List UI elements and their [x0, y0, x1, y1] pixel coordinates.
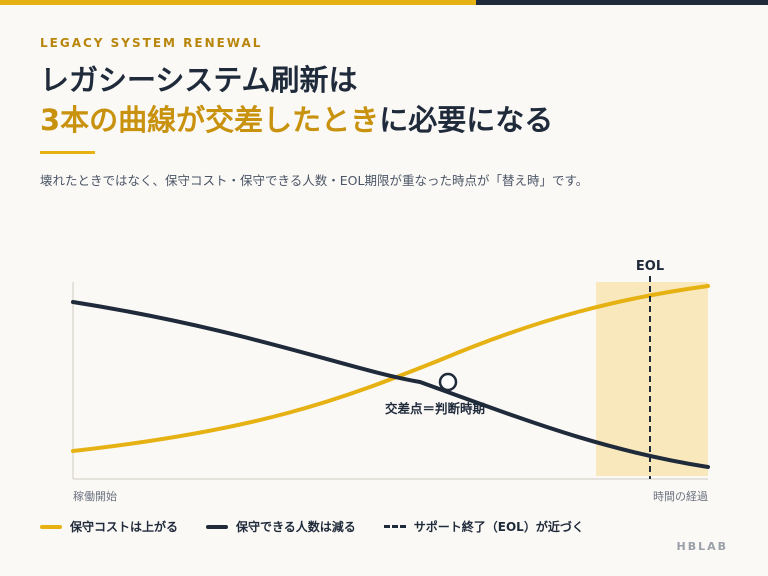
- legend-swatch-cost: [40, 524, 62, 529]
- top-bar-gold: [0, 0, 476, 5]
- legend-label-cost: 保守コストは上がる: [70, 520, 179, 534]
- subtitle: 壊れたときではなく、保守コスト・保守できる人数・EOL期限が重なった時点が「替え…: [40, 173, 589, 188]
- x-start-label: 稼働開始: [73, 489, 117, 503]
- kicker: LEGACY SYSTEM RENEWAL: [40, 36, 263, 50]
- crossing-point-marker: [438, 372, 458, 392]
- legend-swatch-staff: [206, 524, 229, 529]
- x-end-label: 時間の経過: [653, 490, 708, 503]
- eol-band: [596, 282, 708, 476]
- legend-swatch-eol: [383, 525, 406, 528]
- legend-item-cost: 保守コストは上がる: [40, 518, 178, 535]
- maintenance-cost-curve: [71, 284, 710, 453]
- title-highlight: 3本の曲線が交差したとき: [40, 103, 380, 137]
- title-rest: に必要になる: [379, 103, 554, 137]
- brand-logo: HBLAB: [676, 540, 728, 553]
- page-title: レガシーシステム刷新は 3本の曲線が交差したときに必要になる: [40, 60, 553, 140]
- legend-label-eol: サポート終了（EOL）が近づく: [413, 520, 584, 534]
- legend: 保守コストは上がる 保守できる人数は減る サポート終了（EOL）が近づく: [40, 518, 612, 535]
- top-bar-navy: [476, 0, 768, 5]
- eol-label: EOL: [636, 259, 664, 274]
- title-line-2: 3本の曲線が交差したときに必要になる: [40, 100, 553, 140]
- maintainer-count-curve: [71, 300, 710, 469]
- title-line-1: レガシーシステム刷新は: [40, 63, 358, 97]
- accent-rule: [40, 151, 95, 154]
- legend-item-staff: 保守できる人数は減る: [206, 518, 356, 535]
- crossing-label: 交差点＝判断時期: [385, 401, 485, 416]
- top-accent-bar: [0, 0, 768, 5]
- legend-item-eol: サポート終了（EOL）が近づく: [383, 518, 584, 535]
- legend-label-staff: 保守できる人数は減る: [236, 520, 356, 534]
